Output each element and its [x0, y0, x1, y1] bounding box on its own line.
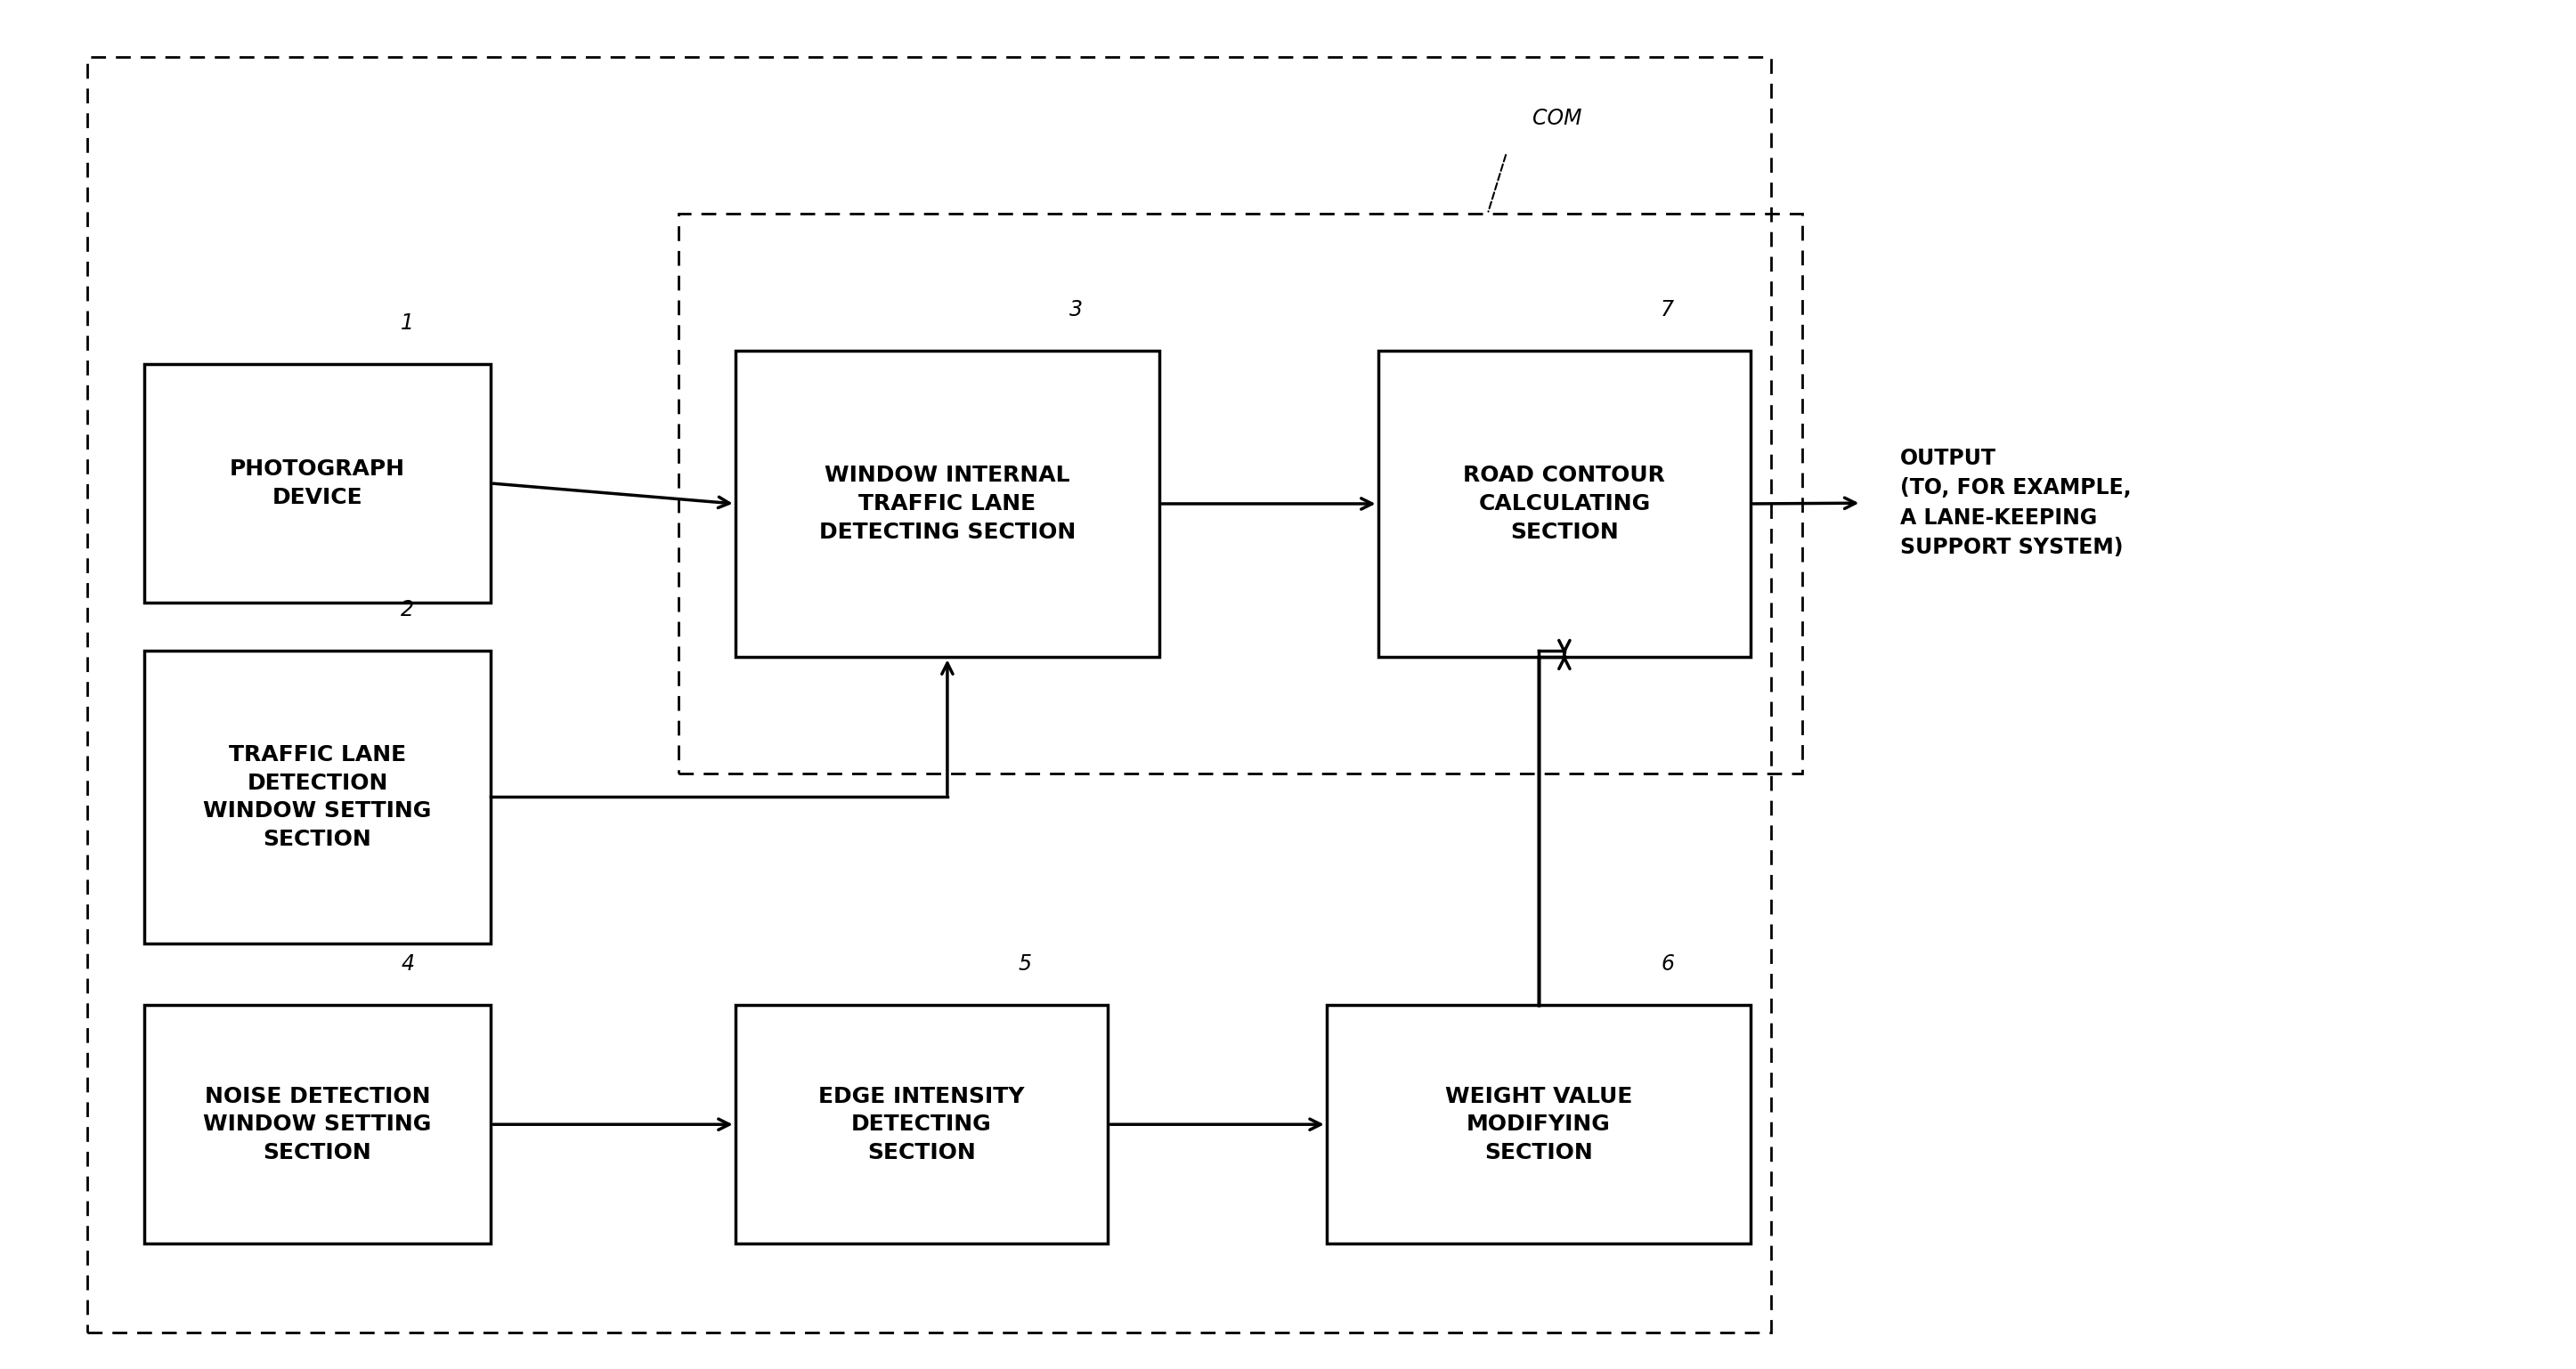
Text: 3: 3 [1069, 298, 1082, 320]
Text: COM: COM [1533, 108, 1582, 129]
Text: NOISE DETECTION
WINDOW SETTING
SECTION: NOISE DETECTION WINDOW SETTING SECTION [204, 1086, 433, 1164]
Text: WINDOW INTERNAL
TRAFFIC LANE
DETECTING SECTION: WINDOW INTERNAL TRAFFIC LANE DETECTING S… [819, 465, 1077, 542]
Bar [88, 57, 1772, 1332]
Text: 7: 7 [1662, 298, 1674, 320]
Bar [144, 364, 492, 602]
Text: WEIGHT VALUE
MODIFYING
SECTION: WEIGHT VALUE MODIFYING SECTION [1445, 1086, 1633, 1164]
Bar [677, 214, 1803, 773]
Bar [144, 650, 492, 943]
Bar [734, 1005, 1108, 1244]
Bar [734, 350, 1159, 657]
Text: EDGE INTENSITY
DETECTING
SECTION: EDGE INTENSITY DETECTING SECTION [819, 1086, 1025, 1164]
Text: 6: 6 [1662, 954, 1674, 975]
Bar [1378, 350, 1752, 657]
Text: PHOTOGRAPH
DEVICE: PHOTOGRAPH DEVICE [229, 459, 404, 508]
Bar [1327, 1005, 1752, 1244]
Text: 4: 4 [402, 954, 415, 975]
Bar [144, 1005, 492, 1244]
Text: OUTPUT
(TO, FOR EXAMPLE,
A LANE-KEEPING
SUPPORT SYSTEM): OUTPUT (TO, FOR EXAMPLE, A LANE-KEEPING … [1901, 448, 2130, 559]
Text: 1: 1 [402, 312, 415, 334]
Text: 2: 2 [402, 600, 415, 620]
Text: ROAD CONTOUR
CALCULATING
SECTION: ROAD CONTOUR CALCULATING SECTION [1463, 465, 1667, 542]
Text: 5: 5 [1018, 954, 1030, 975]
Text: TRAFFIC LANE
DETECTION
WINDOW SETTING
SECTION: TRAFFIC LANE DETECTION WINDOW SETTING SE… [204, 745, 433, 850]
